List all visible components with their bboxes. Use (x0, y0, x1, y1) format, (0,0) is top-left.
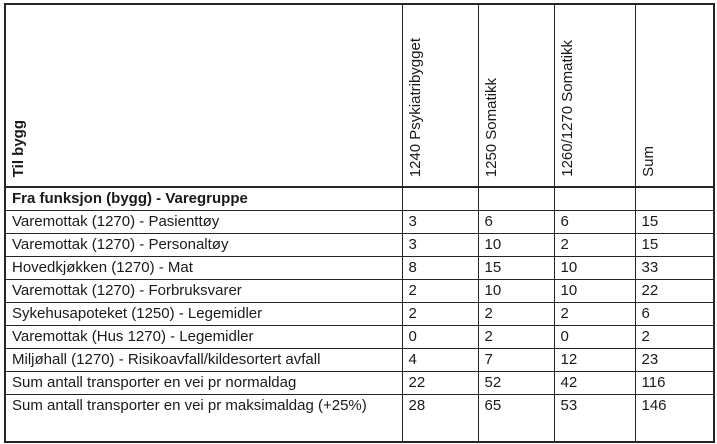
row-label: Varemottak (1270) - Forbruksvarer (4, 279, 403, 303)
value-cell: 10 (553, 279, 636, 303)
value-cell: 15 (634, 233, 715, 257)
table-row-sum-maksimaldag: Sum antall transporter en vei pr maksima… (4, 394, 715, 442)
row-label: Sykehusapoteket (1250) - Legemidler (4, 302, 403, 326)
value-cell: 33 (634, 256, 715, 280)
column-header-sum: Sum (639, 146, 657, 177)
column-header-cell: 1240 Psykiatribygget (401, 3, 479, 188)
value-cell: 65 (477, 394, 555, 442)
column-header-1240-psykiatribygget: 1240 Psykiatribygget (406, 37, 424, 177)
value-cell: 15 (634, 210, 715, 234)
row-label: Sum antall transporter en vei pr normald… (4, 371, 403, 395)
row-label: Sum antall transporter en vei pr maksima… (4, 394, 403, 442)
value-cell: 3 (401, 233, 479, 257)
table-row: Hovedkjøkken (1270) - Mat 8 15 10 33 (4, 256, 715, 280)
value-cell: 28 (401, 394, 479, 442)
value-cell: 2 (477, 302, 555, 326)
header-row: Til bygg 1240 Psykiatribygget 1250 Somat… (4, 3, 715, 188)
value-cell: 146 (634, 394, 715, 442)
value-cell: 15 (477, 256, 555, 280)
value-cell: 6 (477, 210, 555, 234)
value-cell: 53 (553, 394, 636, 442)
value-cell: 2 (401, 302, 479, 326)
value-cell: 2 (634, 325, 715, 349)
value-cell: 22 (401, 371, 479, 395)
column-header-1250-somatikk: 1250 Somatikk (482, 77, 500, 177)
value-cell: 10 (477, 279, 555, 303)
table-row-sum-normaldag: Sum antall transporter en vei pr normald… (4, 371, 715, 395)
value-cell: 2 (553, 302, 636, 326)
value-cell: 2 (553, 233, 636, 257)
value-cell: 2 (477, 325, 555, 349)
group-header-label: Fra funksjon (bygg) - Varegruppe (4, 186, 403, 211)
table-row: Sykehusapoteket (1250) - Legemidler 2 2 … (4, 302, 715, 326)
value-cell: 0 (401, 325, 479, 349)
corner-header-cell: Til bygg (4, 3, 403, 188)
column-header-cell: Sum (634, 3, 715, 188)
value-cell: 52 (477, 371, 555, 395)
value-cell: 6 (553, 210, 636, 234)
empty-cell (477, 186, 555, 211)
row-label: Hovedkjøkken (1270) - Mat (4, 256, 403, 280)
value-cell: 8 (401, 256, 479, 280)
row-label: Varemottak (1270) - Pasienttøy (4, 210, 403, 234)
value-cell: 116 (634, 371, 715, 395)
value-cell: 2 (401, 279, 479, 303)
empty-cell (634, 186, 715, 211)
row-label: Varemottak (Hus 1270) - Legemidler (4, 325, 403, 349)
value-cell: 12 (553, 348, 636, 372)
transport-table: Til bygg 1240 Psykiatribygget 1250 Somat… (4, 3, 715, 443)
group-header-row: Fra funksjon (bygg) - Varegruppe (4, 186, 715, 211)
corner-header: Til bygg (10, 119, 27, 177)
value-cell: 0 (553, 325, 636, 349)
row-label: Varemottak (1270) - Personaltøy (4, 233, 403, 257)
value-cell: 42 (553, 371, 636, 395)
table-row: Varemottak (1270) - Pasienttøy 3 6 6 15 (4, 210, 715, 234)
row-label: Miljøhall (1270) - Risikoavfall/kildesor… (4, 348, 403, 372)
value-cell: 4 (401, 348, 479, 372)
table-row: Varemottak (Hus 1270) - Legemidler 0 2 0… (4, 325, 715, 349)
value-cell: 10 (477, 233, 555, 257)
column-header-cell: 1250 Somatikk (477, 3, 555, 188)
empty-cell (401, 186, 479, 211)
empty-cell (553, 186, 636, 211)
column-header-cell: 1260/1270 Somatikk (553, 3, 636, 188)
table-row: Varemottak (1270) - Forbruksvarer 2 10 1… (4, 279, 715, 303)
value-cell: 22 (634, 279, 715, 303)
value-cell: 6 (634, 302, 715, 326)
table-row: Miljøhall (1270) - Risikoavfall/kildesor… (4, 348, 715, 372)
value-cell: 7 (477, 348, 555, 372)
value-cell: 10 (553, 256, 636, 280)
column-header-1260-1270-somatikk: 1260/1270 Somatikk (558, 40, 576, 177)
value-cell: 23 (634, 348, 715, 372)
value-cell: 3 (401, 210, 479, 234)
table-row: Varemottak (1270) - Personaltøy 3 10 2 1… (4, 233, 715, 257)
